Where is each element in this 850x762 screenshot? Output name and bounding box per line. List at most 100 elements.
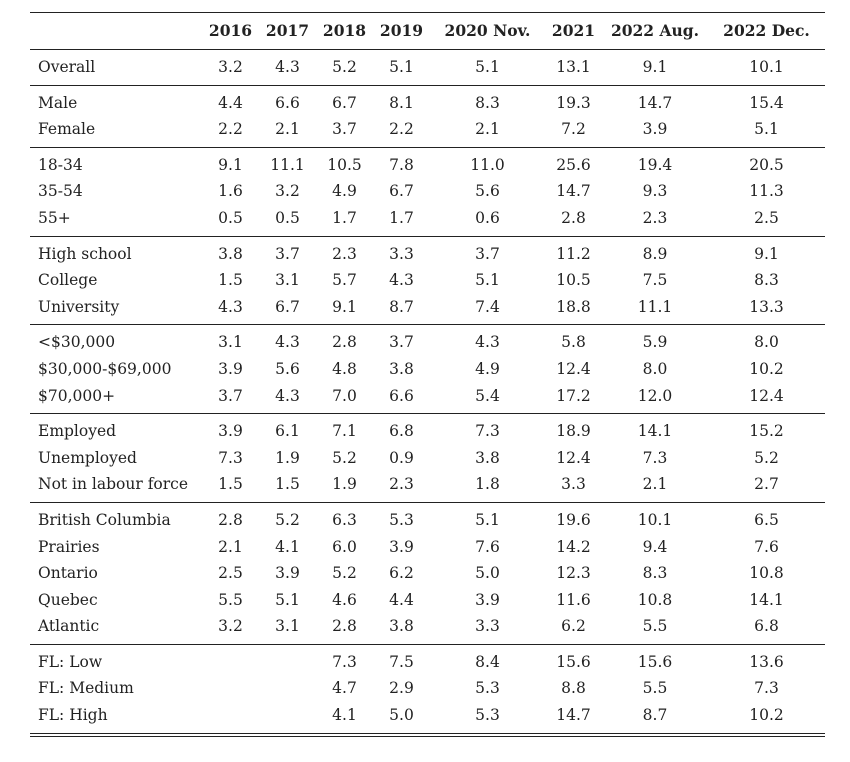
- table-cell: 3.2: [218, 617, 243, 636]
- table-cell: 4.3: [275, 386, 300, 405]
- table-cell: 3.9: [642, 120, 668, 139]
- table-cell: 2.5: [754, 208, 779, 227]
- table-cell: 7.3: [754, 679, 779, 698]
- row-label: Prairies: [38, 537, 100, 556]
- table-cell: 6.7: [389, 182, 414, 201]
- row-label: Atlantic: [38, 617, 100, 636]
- row-label: Unemployed: [38, 448, 137, 467]
- table-cell: 1.5: [218, 271, 243, 290]
- table-cell: 3.7: [475, 244, 500, 263]
- table-cell: 5.6: [475, 182, 500, 201]
- header-row: 2016 2017 2018 2019 2020 Nov. 2021 2022 Aug. 20…: [30, 12, 825, 50]
- table-cell: 8.0: [642, 359, 668, 378]
- table-cell: 8.7: [389, 297, 414, 316]
- row-label: 18-34: [38, 155, 83, 174]
- table-cell: 4.8: [332, 359, 357, 378]
- row-label: 35-54: [38, 182, 83, 201]
- table-cell: 3.7: [275, 244, 300, 263]
- table-cell: 0.6: [475, 208, 500, 227]
- table-cell: 3.3: [561, 475, 586, 494]
- table-cell: 8.4: [475, 652, 500, 671]
- table-header: 2016 2017 2018 2019 2020 Nov. 2021 2022 Aug. 20…: [30, 12, 825, 50]
- table-cell: 9.1: [642, 58, 668, 76]
- table-cell: 3.1: [275, 617, 300, 636]
- table-cell: 8.0: [754, 333, 779, 352]
- table-cell: 6.6: [275, 93, 300, 112]
- table-cell: 5.1: [389, 58, 414, 76]
- table-cell: 10.1: [749, 58, 784, 76]
- table-cell: 1.9: [332, 475, 357, 494]
- table-cell: 9.4: [642, 537, 668, 556]
- table-cell: 13.3: [749, 297, 784, 316]
- table-cell: 5.5: [218, 590, 243, 609]
- table-row: $70,000+ 3.7 4.3 7.0 6.6 5.4 17.2 12.0 12.4: [30, 383, 825, 414]
- row-group: FL: Low 7.3 7.5 8.4 15.6 15.6 13.6 FL: Medium 4.…: [30, 644, 825, 735]
- table-cell: 4.3: [275, 58, 300, 76]
- table-cell: 14.2: [556, 537, 591, 556]
- table-cell: 5.3: [475, 679, 500, 698]
- table-cell: 14.1: [637, 422, 673, 441]
- table-cell: 2.5: [218, 564, 243, 583]
- table-cell: 5.5: [642, 617, 668, 636]
- table-row: High school 3.8 3.7 2.3 3.3 3.7 11.2 8.9 9.1: [30, 236, 825, 267]
- table-cell: 5.4: [475, 386, 500, 405]
- table-cell: 4.4: [218, 93, 243, 112]
- table-row: Ontario 2.5 3.9 5.2 6.2 5.0 12.3 8.3 10.8: [30, 560, 825, 587]
- row-label: University: [38, 297, 120, 316]
- table-cell: 5.2: [332, 58, 357, 76]
- row-label: <$30,000: [38, 333, 116, 352]
- table-cell: 0.5: [275, 208, 300, 227]
- table-row: University 4.3 6.7 9.1 8.7 7.4 18.8 11.1 13.3: [30, 294, 825, 325]
- table-cell: 3.7: [332, 120, 357, 139]
- table-cell: 3.3: [475, 617, 500, 636]
- table-row: FL: Medium 4.7 2.9 5.3 8.8 5.5 7.3: [30, 675, 825, 702]
- table-cell: 7.6: [475, 537, 500, 556]
- column-header: 2022 Aug.: [602, 12, 708, 50]
- table-cell: 2.3: [642, 208, 668, 227]
- table-cell: 7.5: [642, 271, 668, 290]
- row-label: 55+: [38, 208, 71, 227]
- table-cell: 8.9: [642, 244, 668, 263]
- table-cell: 6.8: [754, 617, 779, 636]
- row-label: Male: [38, 93, 78, 112]
- table-cell: 9.3: [642, 182, 668, 201]
- table-cell: 5.1: [475, 58, 500, 76]
- column-header: 2022 Dec.: [708, 12, 825, 50]
- row-label: College: [38, 271, 98, 290]
- table-cell: 15.6: [556, 652, 591, 671]
- table-cell: 15.4: [749, 93, 784, 112]
- table-cell: 6.0: [332, 537, 357, 556]
- table-row: British Columbia 2.8 5.2 6.3 5.3 5.1 19.6 10.1 6…: [30, 502, 825, 533]
- table-row: Male 4.4 6.6 6.7 8.1 8.3 19.3 14.7 15.4: [30, 85, 825, 116]
- table-cell: 6.6: [389, 386, 414, 405]
- table-cell: 7.3: [475, 422, 500, 441]
- table-cell: 2.8: [332, 333, 357, 352]
- table-cell: 6.8: [389, 422, 414, 441]
- data-table: 2016 2017 2018 2019 2020 Nov. 2021 2022 Aug. 20…: [30, 12, 825, 737]
- table-cell: 1.5: [218, 475, 243, 494]
- row-label: Quebec: [38, 590, 98, 609]
- row-group: Overall 3.2 4.3 5.2 5.1 5.1 13.1 9.1 10.1: [30, 50, 825, 86]
- table-cell: 3.2: [275, 182, 300, 201]
- table-cell: 9.1: [754, 244, 779, 263]
- table-cell: 18.9: [556, 422, 591, 441]
- table-cell: 2.1: [218, 537, 243, 556]
- column-header: 2020 Nov.: [430, 12, 545, 50]
- table-row: $30,000-$69,000 3.9 5.6 4.8 3.8 4.9 12.4 8.0 10.…: [30, 356, 825, 383]
- table-cell: 1.5: [275, 475, 300, 494]
- table-cell: [259, 702, 316, 735]
- table-cell: 5.1: [754, 120, 779, 139]
- row-label: $30,000-$69,000: [38, 359, 172, 378]
- table-cell: 6.5: [754, 510, 779, 529]
- table-cell: 2.8: [332, 617, 357, 636]
- table-cell: 7.4: [475, 297, 500, 316]
- table-cell: 3.1: [275, 271, 300, 290]
- table-cell: 3.9: [218, 422, 243, 441]
- table-cell: 3.9: [218, 359, 243, 378]
- table-cell: 12.4: [556, 359, 591, 378]
- table-cell: 25.6: [556, 155, 591, 174]
- column-header: 2021: [545, 12, 602, 50]
- table-cell: 11.2: [556, 244, 591, 263]
- table-cell: 10.2: [749, 359, 784, 378]
- row-group: <$30,000 3.1 4.3 2.8 3.7 4.3 5.8 5.9 8.0 $30,000-…: [30, 325, 825, 414]
